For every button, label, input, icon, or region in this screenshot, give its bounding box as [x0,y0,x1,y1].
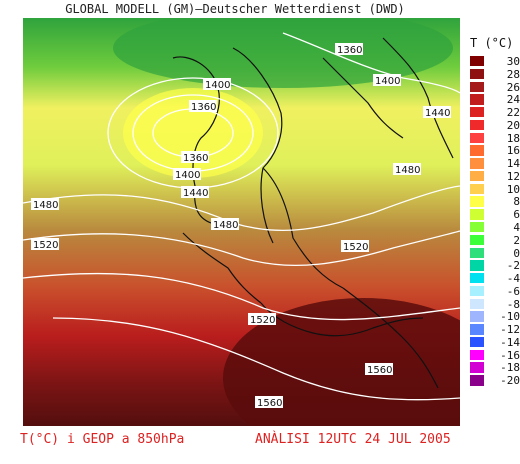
legend-color-cell [470,183,484,195]
legend-tick-label: -20 [500,374,520,388]
legend-color-cell [470,375,484,386]
legend-tick-label: 30 [506,55,520,68]
map-footer: T(°C) i GEOP a 850hPa ANÀLISI 12UTC 24 J… [0,432,520,452]
svg-text:1360: 1360 [337,45,362,56]
contour-label: 1400 [173,168,201,181]
legend-color-cell [470,260,484,271]
legend-color-cell [470,145,484,156]
legend-tick-label: -14 [500,335,520,349]
legend-color-cell [470,324,484,335]
legend-color-cell [470,119,484,131]
contour-label: 1400 [373,74,401,87]
contour-labels: 1400 1360 1360 1400 1440 1480 1520 1480 … [31,43,451,409]
contour-label: 1480 [211,218,239,231]
legend-color-cell [470,311,484,322]
weather-map: 1400 1360 1360 1400 1440 1480 1520 1480 … [23,18,460,426]
legend-color-cell [470,273,484,284]
contour-label: 1440 [423,106,451,119]
legend-tick-label: 6 [513,208,520,222]
legend-color-cell [470,107,484,118]
legend-tick-label: 10 [506,182,520,196]
legend-color-cell [470,285,484,297]
legend-tick-label: 24 [506,93,520,107]
legend-color-cell [470,196,484,207]
svg-text:1480: 1480 [213,220,238,231]
svg-text:1480: 1480 [395,165,420,176]
legend-tick-label: 2 [513,233,520,247]
legend-tick-label: 18 [506,131,520,145]
svg-text:1520: 1520 [343,242,368,253]
legend-tick-label: 4 [513,221,520,234]
coastlines [172,37,454,389]
legend-color-cell [470,56,484,67]
svg-text:1440: 1440 [183,188,208,199]
legend-color-cell [470,298,484,309]
legend-tick-label: -10 [500,310,520,324]
north-green-band [113,18,453,88]
svg-text:1400: 1400 [175,170,200,181]
footer-variable: T(°C) i GEOP a 850hPa [20,432,185,447]
legend-tick-label: -12 [500,323,520,337]
legend-color-cell [470,68,484,80]
legend-tick-label: 16 [506,144,520,158]
legend-tick-label: 26 [506,80,520,94]
legend-tick-label: -4 [506,272,520,286]
legend-tick-label: 0 [513,246,520,260]
legend-tick-label: -8 [506,297,520,311]
legend-tick-label: -16 [500,348,520,362]
footer-analysis-time: ANÀLISI 12UTC 24 JUL 2005 [255,432,451,447]
legend-color-cell [470,132,484,143]
legend-color-cell [470,209,484,220]
contour-label: 1520 [31,238,59,251]
contour-label: 1360 [335,43,363,56]
svg-text:1400: 1400 [205,80,230,91]
legend-color-cell [470,170,484,182]
warm-core [223,298,460,426]
legend-color-cell [470,158,484,169]
contour-label: 1480 [393,163,421,176]
svg-text:1360: 1360 [183,153,208,164]
legend-title: T (°C) [470,36,514,50]
contour-label: 1480 [31,198,59,211]
svg-text:1400: 1400 [375,76,400,87]
contour-label: 1560 [365,363,393,376]
contour-label: 1360 [181,151,209,164]
legend-color-cell [470,336,484,348]
low-pressure-core [123,88,263,178]
legend-tick-label: 28 [506,67,520,81]
legend-color-cell [470,349,484,361]
svg-text:1520: 1520 [33,240,58,251]
legend-tick-label: -18 [500,361,520,375]
contour-label: 1560 [255,396,283,409]
contour-label: 1520 [248,313,276,326]
legend-color-cell [470,222,484,233]
contour-label: 1400 [203,78,231,91]
temperature-legend: 30 28 26 24 22 20 18 16 14 12 10 8 6 4 2 0 -2 -4 -6 -8 -10 -1… [470,56,520,388]
legend-color-cell [470,234,484,246]
contour-label: 1360 [189,100,217,113]
contour-label: 1440 [181,186,209,199]
contour-label: 1520 [341,240,369,253]
legend-color-cell [470,94,484,105]
legend-tick-label: 12 [506,169,520,183]
legend-color-cell [470,362,484,373]
legend-tick-label: 8 [513,195,520,209]
map-title: GLOBAL MODELL (GM)—Deutscher Wetterdiens… [65,2,405,16]
legend-tick-label: -6 [506,284,520,298]
legend-tick-label: 22 [506,106,520,120]
legend-color-cell [470,247,484,258]
svg-text:1560: 1560 [367,365,392,376]
legend-tick-label: 20 [506,118,520,132]
legend-tick-label: 14 [506,157,520,171]
legend-color-cell [470,81,484,92]
svg-text:1440: 1440 [425,108,450,119]
legend-tick-label: -2 [506,259,520,273]
svg-text:1360: 1360 [191,102,216,113]
svg-text:1480: 1480 [33,200,58,211]
svg-text:1560: 1560 [257,398,282,409]
svg-text:1520: 1520 [250,315,275,326]
